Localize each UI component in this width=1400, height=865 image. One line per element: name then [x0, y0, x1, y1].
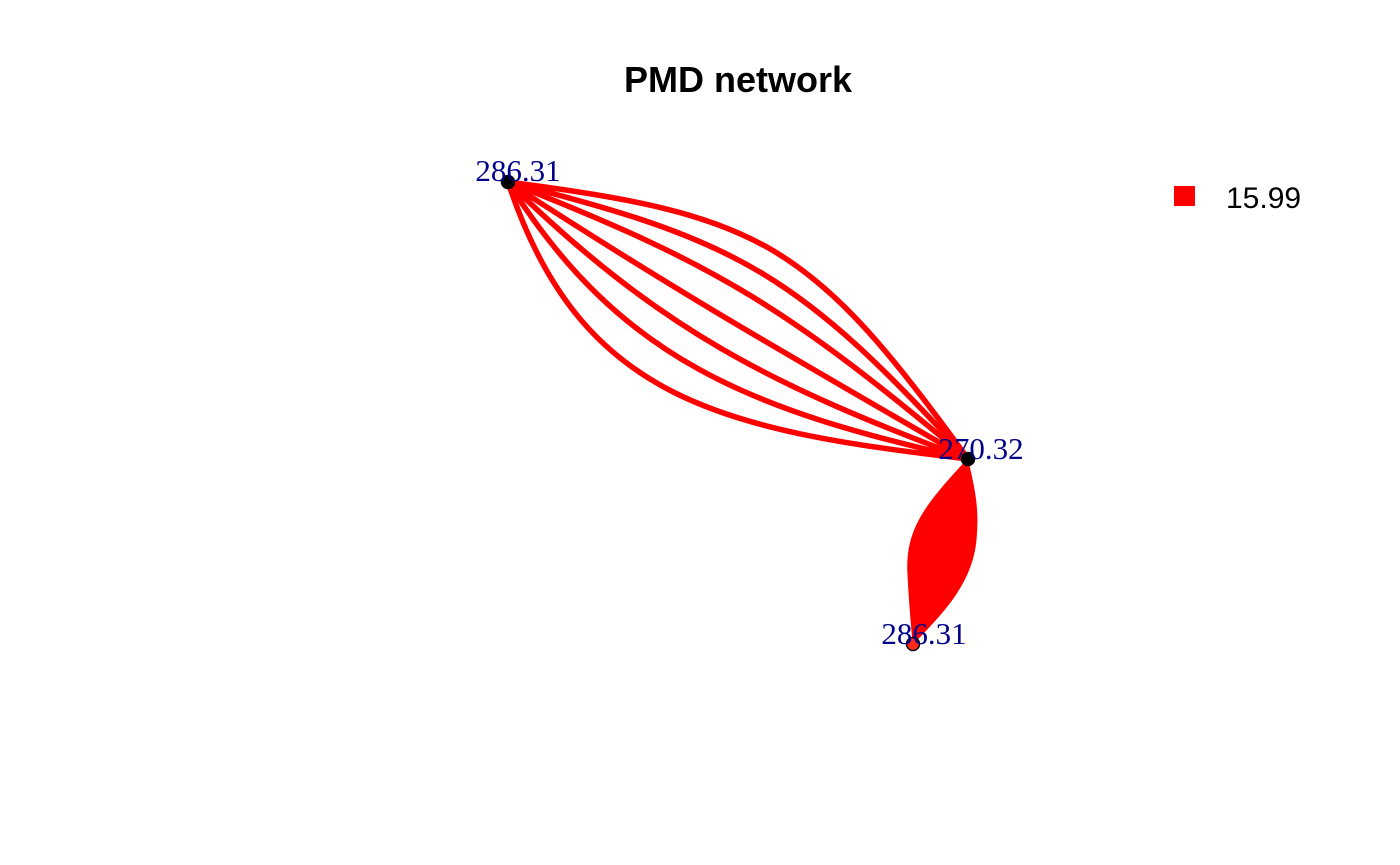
edge-n1-n2-2	[505, 179, 971, 462]
node-label-n2: 270.32	[938, 431, 1023, 466]
edge-n1-n2-7	[505, 179, 971, 462]
node-label-n3: 286.31	[881, 616, 966, 651]
edge-n1-n2-3	[505, 179, 971, 462]
node-n3	[905, 636, 921, 652]
edge-n1-n2-1	[505, 179, 971, 462]
edge-n1-n2-5	[505, 179, 971, 462]
plot-title: PMD network	[624, 59, 853, 100]
node-label-n1: 286.31	[475, 153, 560, 188]
node-n1	[500, 174, 516, 190]
legend: 15.99	[1174, 182, 1301, 215]
edge-n1-n2-6	[505, 179, 971, 462]
node-n2	[960, 451, 976, 467]
legend-swatch	[1174, 186, 1195, 206]
legend-label: 15.99	[1226, 182, 1301, 215]
edge-n1-n2-4	[505, 179, 971, 462]
edge-group-n1-n2	[505, 179, 971, 462]
